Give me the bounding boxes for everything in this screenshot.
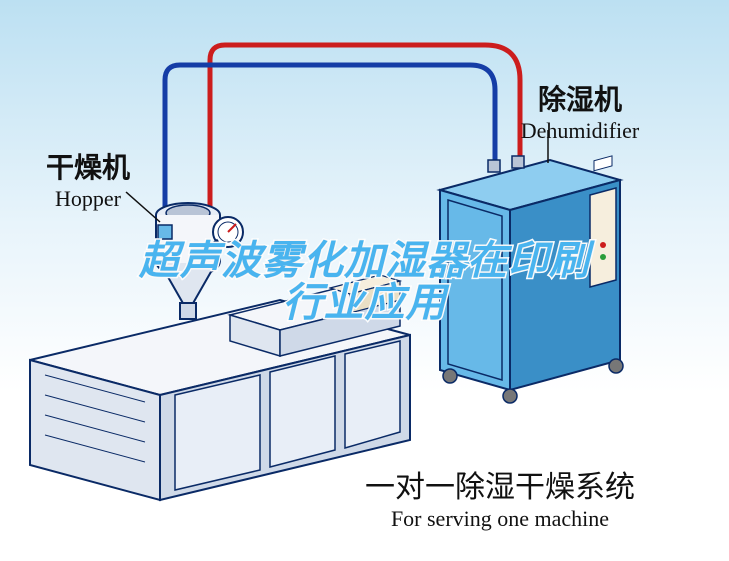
hopper-label-en: Hopper bbox=[18, 186, 158, 212]
dehumidifier-label-zh: 除湿机 bbox=[470, 78, 690, 118]
hopper-label: 干燥机 Hopper bbox=[18, 146, 158, 212]
system-title: 一对一除湿干燥系统 For serving one machine bbox=[300, 462, 700, 532]
hopper-label-zh: 干燥机 bbox=[18, 146, 158, 186]
system-title-en: For serving one machine bbox=[300, 506, 700, 532]
diagram-canvas: 干燥机 Hopper 除湿机 Dehumidifier 一对一除湿干燥系统 Fo… bbox=[0, 0, 729, 561]
hopper-unit bbox=[156, 203, 220, 319]
system-title-zh: 一对一除湿干燥系统 bbox=[300, 462, 700, 506]
dehumidifier-label-en: Dehumidifier bbox=[470, 118, 690, 144]
dehumidifier-unit bbox=[440, 156, 623, 403]
dehumidifier-label: 除湿机 Dehumidifier bbox=[470, 78, 690, 144]
